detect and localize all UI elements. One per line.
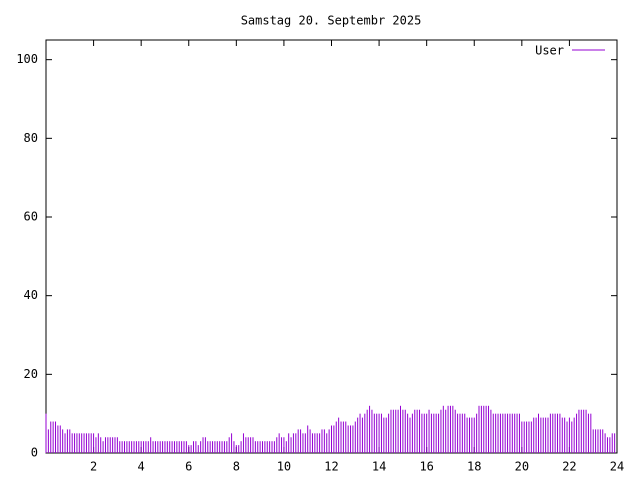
x-tick-label: 6 bbox=[185, 460, 192, 474]
x-tick-label: 10 bbox=[277, 460, 291, 474]
x-tick-label: 24 bbox=[610, 460, 624, 474]
y-tick-label: 80 bbox=[24, 131, 38, 145]
x-tick-label: 4 bbox=[138, 460, 145, 474]
x-tick-label: 20 bbox=[515, 460, 529, 474]
y-tick-label: 0 bbox=[31, 446, 38, 460]
legend-label: User bbox=[535, 44, 564, 58]
y-tick-label: 60 bbox=[24, 210, 38, 224]
y-tick-label: 100 bbox=[16, 52, 38, 66]
x-tick-label: 12 bbox=[324, 460, 338, 474]
chart-title: Samstag 20. Septembr 2025 bbox=[241, 14, 422, 28]
x-tick-label: 14 bbox=[372, 460, 386, 474]
x-tick-label: 18 bbox=[467, 460, 481, 474]
x-tick-label: 8 bbox=[233, 460, 240, 474]
y-tick-label: 40 bbox=[24, 288, 38, 302]
y-tick-label: 20 bbox=[24, 367, 38, 381]
x-tick-label: 22 bbox=[562, 460, 576, 474]
x-tick-label: 2 bbox=[90, 460, 97, 474]
x-tick-label: 16 bbox=[419, 460, 433, 474]
